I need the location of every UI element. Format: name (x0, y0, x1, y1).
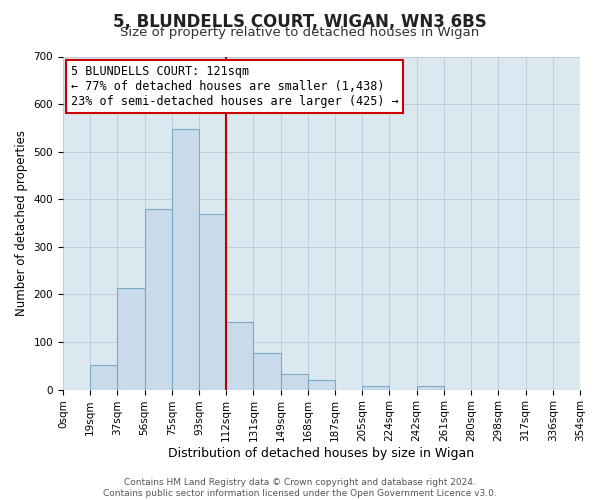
X-axis label: Distribution of detached houses by size in Wigan: Distribution of detached houses by size … (169, 447, 475, 460)
Text: Size of property relative to detached houses in Wigan: Size of property relative to detached ho… (121, 26, 479, 39)
Bar (253, 354, 281, 390)
Bar (362, 386, 389, 390)
Bar (226, 322, 253, 390)
Text: 5 BLUNDELLS COURT: 121sqm
← 77% of detached houses are smaller (1,438)
23% of se: 5 BLUNDELLS COURT: 121sqm ← 77% of detac… (71, 65, 398, 108)
Bar (90, 365, 118, 390)
Bar (118, 288, 145, 390)
Text: 5, BLUNDELLS COURT, WIGAN, WN3 6BS: 5, BLUNDELLS COURT, WIGAN, WN3 6BS (113, 12, 487, 30)
Bar (417, 386, 444, 390)
Bar (199, 214, 226, 390)
Bar (172, 130, 199, 390)
Bar (308, 380, 335, 390)
Bar (281, 374, 308, 390)
Y-axis label: Number of detached properties: Number of detached properties (15, 130, 28, 316)
Text: Contains HM Land Registry data © Crown copyright and database right 2024.
Contai: Contains HM Land Registry data © Crown c… (103, 478, 497, 498)
Bar (145, 209, 172, 390)
